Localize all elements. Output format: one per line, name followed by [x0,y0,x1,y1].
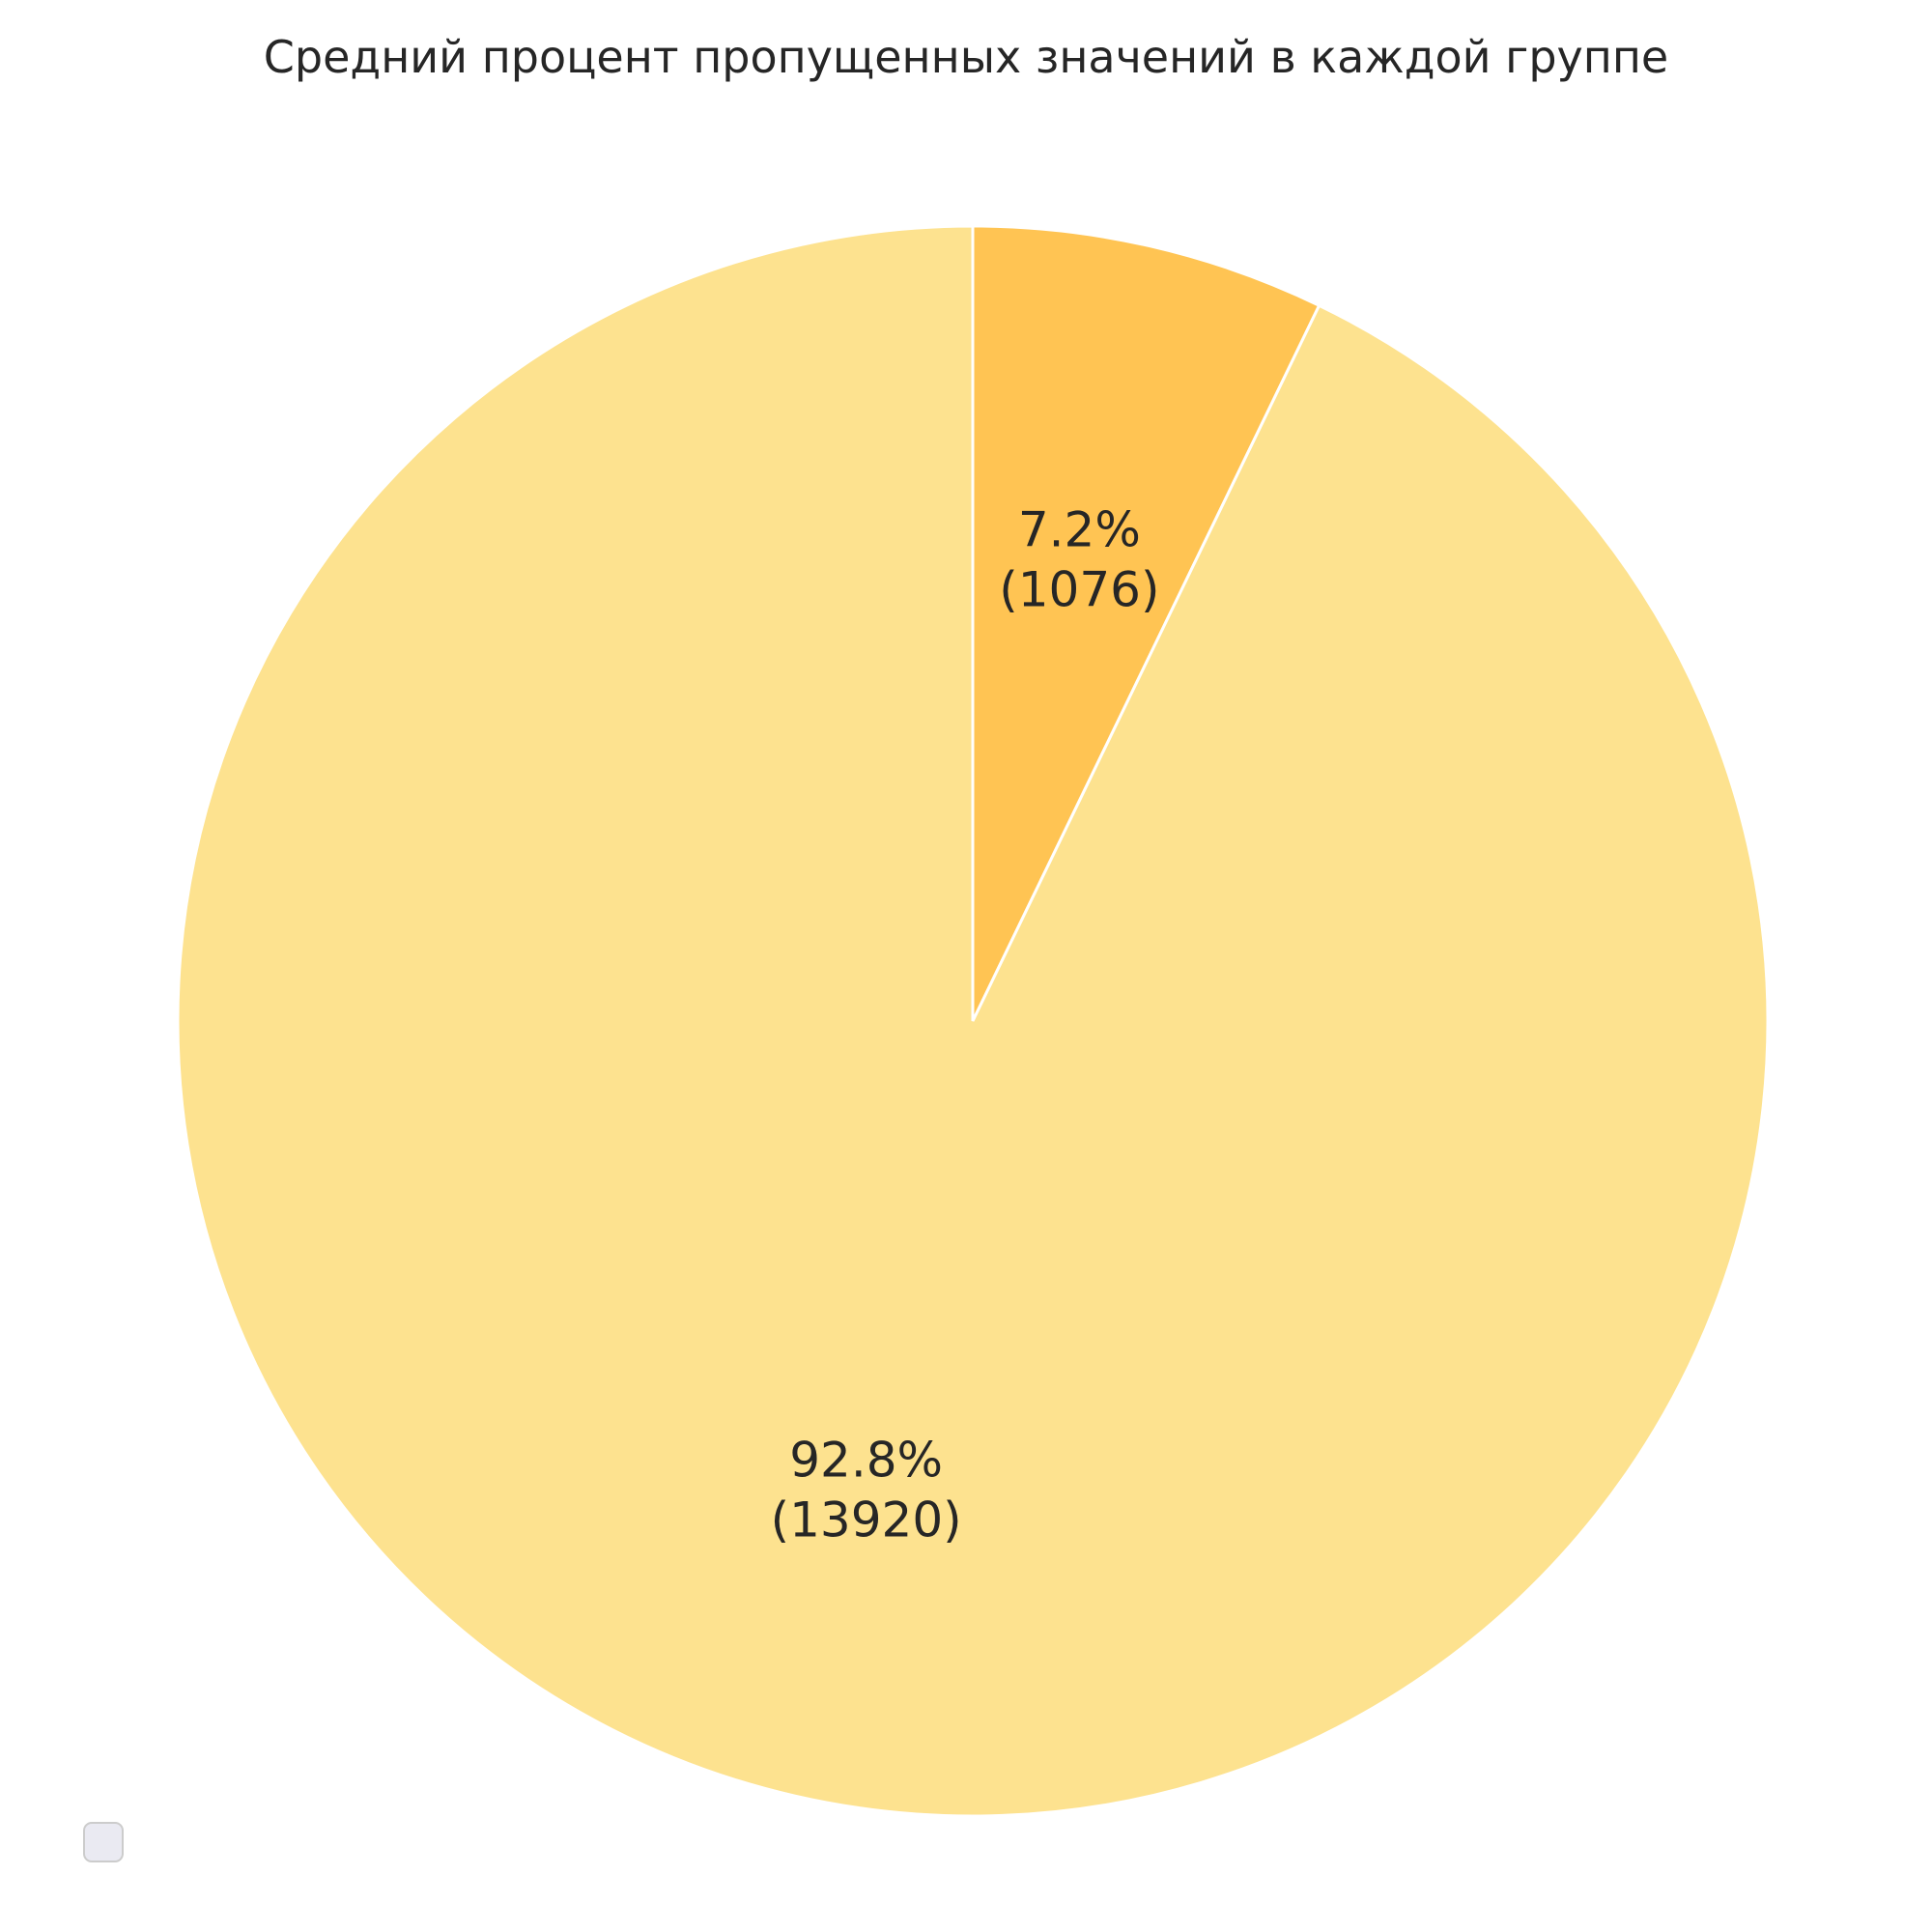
pie-slices [176,224,1770,1818]
pie-slice-1 [176,224,1770,1818]
slice-value-label: (13920) [771,1492,962,1548]
chart-title: Средний процент пропущенных значений в к… [264,31,1668,83]
pie-slice-0 [971,224,1321,1022]
legend [83,1822,124,1862]
slice-value-label: (1076) [999,562,1159,618]
slice-percent-label: 92.8% [789,1432,943,1488]
pie-slice-label-0: 7.2% (1076) [999,502,1159,618]
pie-slice-label-1: 92.8% (13920) [771,1432,962,1548]
pie-labels: 7.2% (1076) 92.8% (13920) [771,502,1160,1548]
slice-percent-label: 7.2% [1018,502,1141,558]
